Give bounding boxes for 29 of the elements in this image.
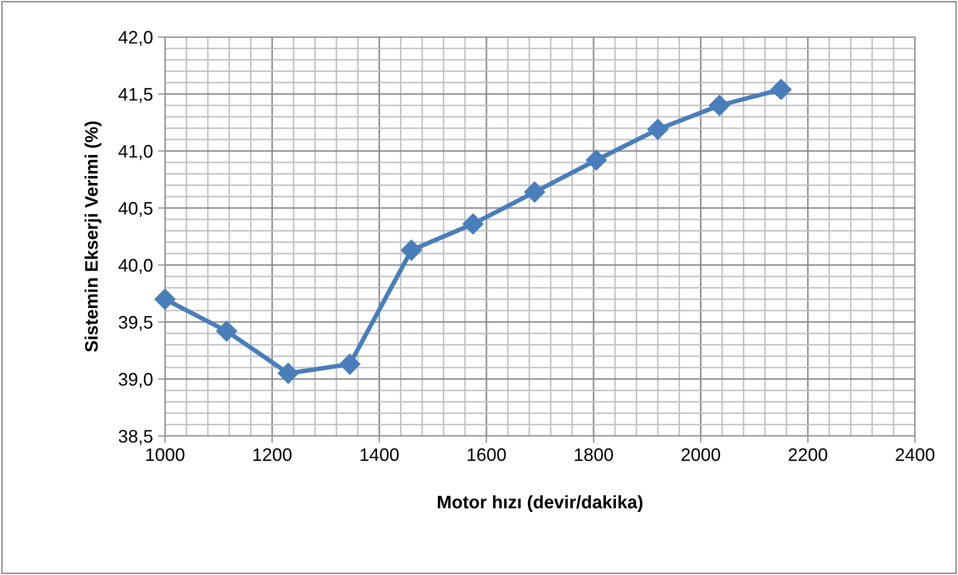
point: [400, 240, 422, 261]
x-tick-label: 1000: [146, 448, 184, 462]
point: [462, 213, 484, 234]
x-tick-label: 1400: [360, 448, 399, 462]
x-tick-label: 1200: [253, 448, 292, 462]
x-tick-label: 1800: [574, 448, 613, 462]
y-tick-label: 42,0: [118, 30, 152, 46]
y-tick-label: 40,5: [118, 202, 152, 217]
point: [586, 150, 607, 171]
y-tick-label: 41,0: [118, 144, 152, 160]
x-axis-title: Motor hızı (devir/dakika): [438, 495, 642, 512]
x-tick-label: 1600: [468, 448, 506, 462]
point: [770, 78, 792, 100]
y-axis-title: Sistemin Ekserji Verimi (%): [84, 121, 102, 352]
y-tick-label: 41,5: [118, 88, 152, 103]
y-tick-label: 38,5: [118, 430, 152, 445]
x-tick-label: 2200: [788, 448, 828, 462]
y-tick-label: 40,0: [118, 258, 152, 274]
point: [216, 320, 238, 342]
y-tick-label: 39,5: [118, 316, 152, 331]
x-tick-label: 2400: [896, 448, 934, 462]
y-tick-label: 39,0: [118, 372, 152, 388]
point: [339, 354, 360, 375]
point: [708, 94, 730, 116]
x-tick-label: 2000: [682, 448, 720, 462]
point: [647, 118, 668, 140]
point: [278, 362, 299, 384]
point: [154, 288, 176, 310]
point: [524, 182, 546, 203]
